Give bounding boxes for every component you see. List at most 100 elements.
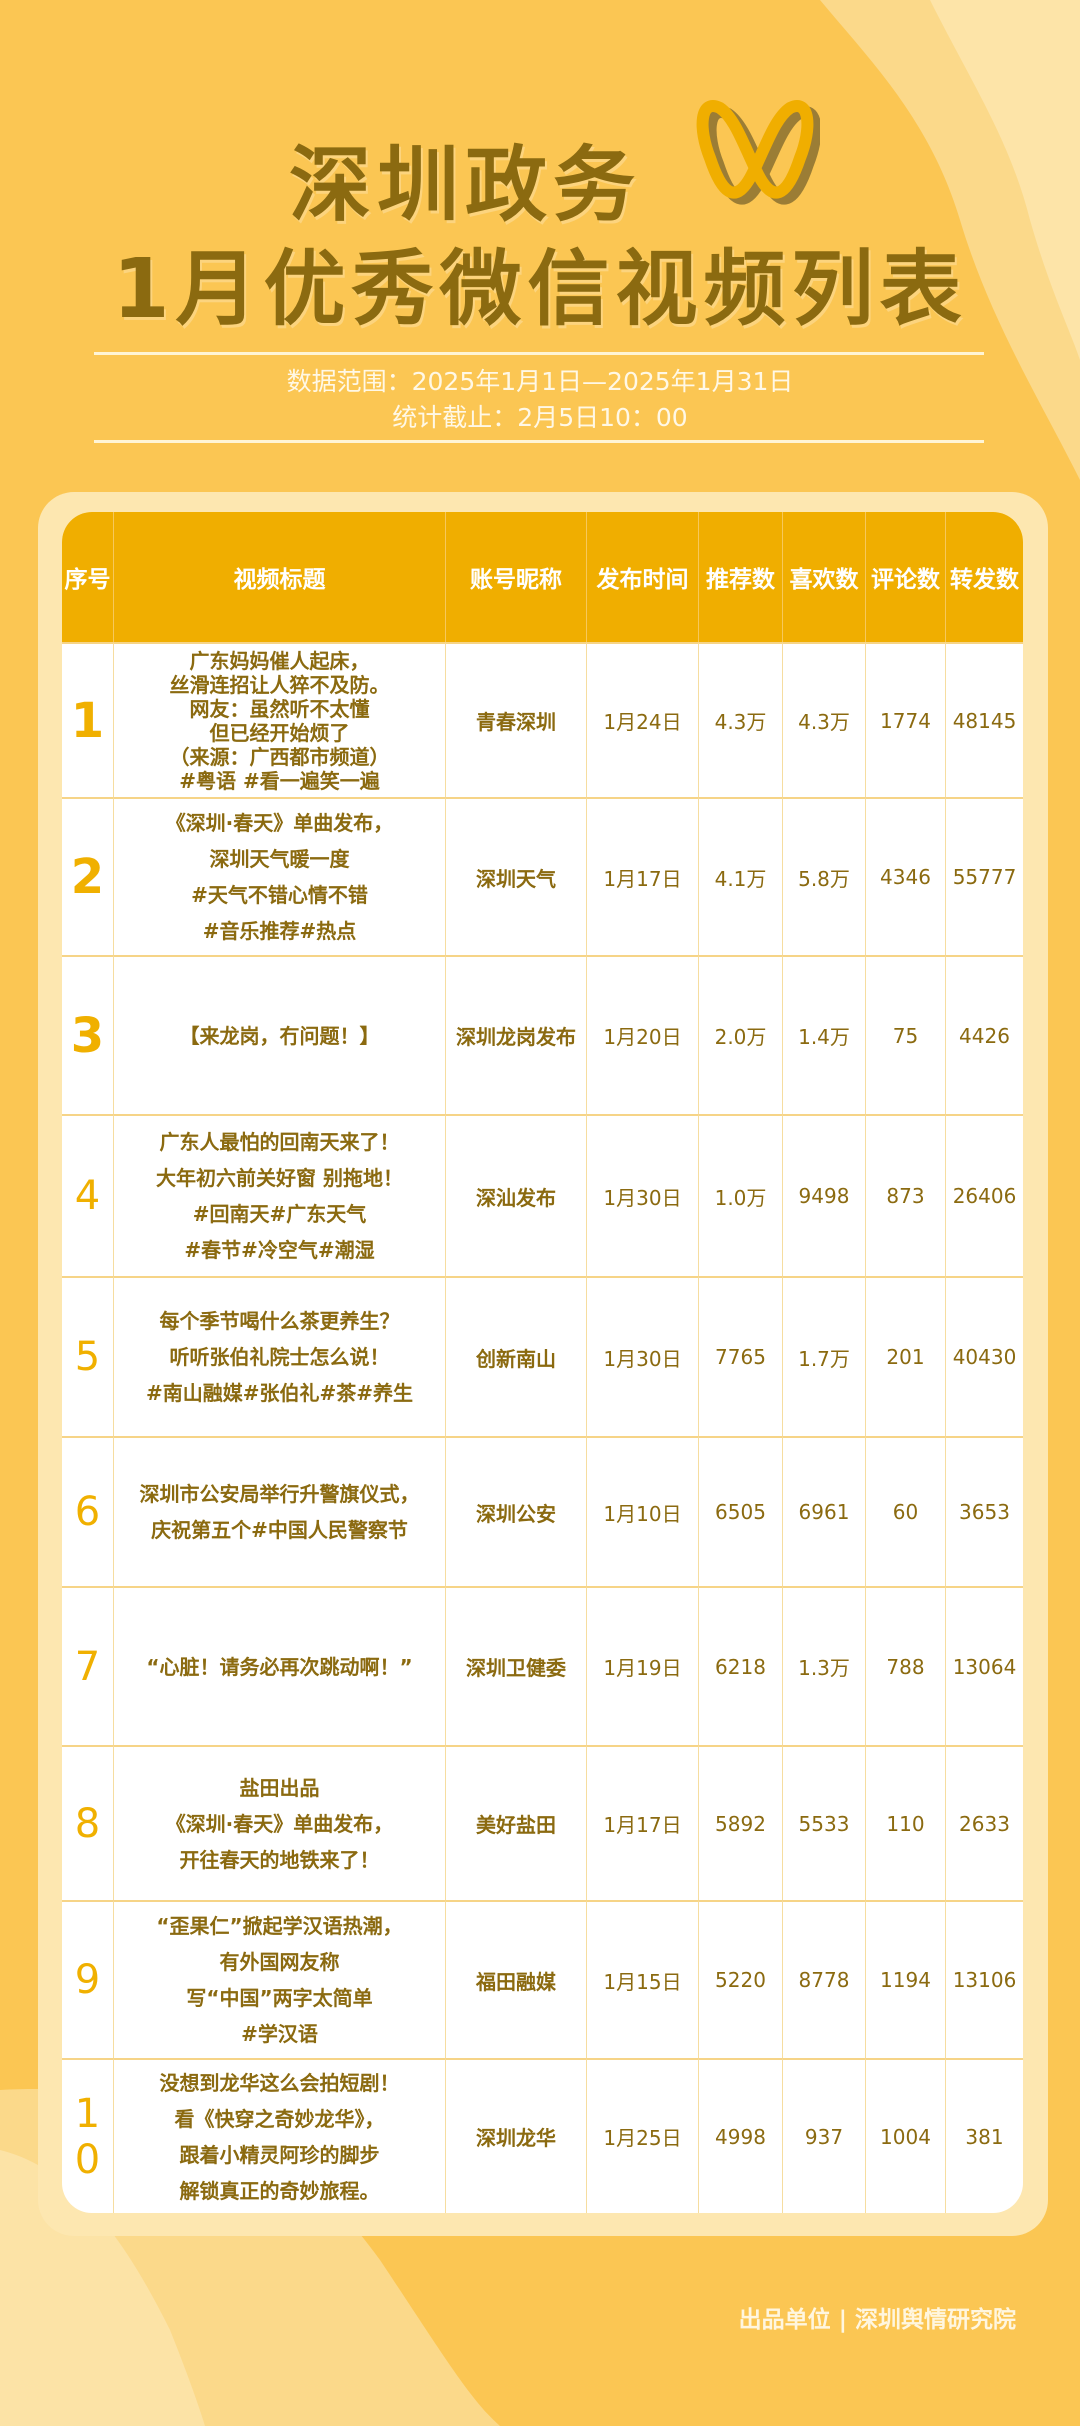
column-header-account: 账号昵称: [446, 512, 587, 642]
cell-shares: 13064: [946, 1586, 1023, 1745]
cell-date: 1月30日: [587, 1276, 699, 1436]
cell-likes: 1.3万: [783, 1586, 866, 1745]
cell-title: 盐田出品 《深圳·春天》单曲发布， 开往春天的地铁来了！: [114, 1745, 446, 1900]
cell-rank: 2: [62, 797, 114, 955]
table-header-row: 序号 视频标题 账号昵称 发布时间 推荐数 喜欢数 评论数 转发数: [62, 512, 1023, 642]
cell-title: “歪果仁”掀起学汉语热潮， 有外国网友称 写“中国”两字太简单 #学汉语: [114, 1900, 446, 2058]
column-header-title: 视频标题: [114, 512, 446, 642]
column-header-rank: 序号: [62, 512, 114, 642]
cell-likes: 5533: [783, 1745, 866, 1900]
cell-date: 1月20日: [587, 955, 699, 1114]
cell-rank: 5: [62, 1276, 114, 1436]
cell-comments: 75: [866, 955, 946, 1114]
cell-recommend: 5892: [699, 1745, 783, 1900]
table-row: 1 广东妈妈催人起床， 丝滑连招让人猝不及防。 网友：虽然听不太懂 但已经开始烦了…: [62, 642, 1023, 797]
cell-likes: 6961: [783, 1436, 866, 1586]
cell-shares: 2633: [946, 1745, 1023, 1900]
cell-recommend: 1.0万: [699, 1114, 783, 1276]
table-row: 5 每个季节喝什么茶更养生？ 听听张伯礼院士怎么说！ #南山融媒#张伯礼#茶#养生…: [62, 1276, 1023, 1436]
cell-recommend: 4998: [699, 2058, 783, 2213]
producer-credit: 出品单位 | 深圳舆情研究院: [738, 2307, 1016, 2333]
cell-rank: 8: [62, 1745, 114, 1900]
cell-account: 深汕发布: [446, 1114, 587, 1276]
cell-title: 《深圳·春天》单曲发布， 深圳天气暖一度 #天气不错心情不错 #音乐推荐#热点: [114, 797, 446, 955]
cell-comments: 1004: [866, 2058, 946, 2213]
cell-likes: 937: [783, 2058, 866, 2213]
table-row: 8 盐田出品 《深圳·春天》单曲发布， 开往春天的地铁来了！ 美好盐田 1月17日 58…: [62, 1745, 1023, 1900]
cell-comments: 60: [866, 1436, 946, 1586]
cell-title: 每个季节喝什么茶更养生？ 听听张伯礼院士怎么说！ #南山融媒#张伯礼#茶#养生: [114, 1276, 446, 1436]
cell-comments: 201: [866, 1276, 946, 1436]
table-row: 4 广东人最怕的回南天来了！ 大年初六前关好窗 别拖地！ #回南天#广东天气 #春…: [62, 1114, 1023, 1276]
cell-likes: 1.7万: [783, 1276, 866, 1436]
cell-shares: 40430: [946, 1276, 1023, 1436]
table-row: 10 没想到龙华这么会拍短剧！ 看《快穿之奇妙龙华》， 跟着小精灵阿珍的脚步 解锁…: [62, 2058, 1023, 2213]
cell-account: 深圳卫健委: [446, 1586, 587, 1745]
cell-account: 深圳龙华: [446, 2058, 587, 2213]
column-header-date: 发布时间: [587, 512, 699, 642]
cell-date: 1月25日: [587, 2058, 699, 2213]
cutoff-time: 统计截止：2月5日10：00: [392, 403, 688, 432]
table-row: 9 “歪果仁”掀起学汉语热潮， 有外国网友称 写“中国”两字太简单 #学汉语 福田融…: [62, 1900, 1023, 2058]
cell-account: 深圳天气: [446, 797, 587, 955]
cell-recommend: 4.3万: [699, 642, 783, 797]
cell-shares: 381: [946, 2058, 1023, 2213]
cell-recommend: 6218: [699, 1586, 783, 1745]
cell-likes: 8778: [783, 1900, 866, 2058]
data-range: 数据范围：2025年1月1日—2025年1月31日: [286, 367, 794, 396]
cell-shares: 26406: [946, 1114, 1023, 1276]
divider: [94, 352, 984, 355]
cell-comments: 873: [866, 1114, 946, 1276]
cell-date: 1月19日: [587, 1586, 699, 1745]
cell-account: 美好盐田: [446, 1745, 587, 1900]
cell-title: 广东妈妈催人起床， 丝滑连招让人猝不及防。 网友：虽然听不太懂 但已经开始烦了 …: [114, 642, 446, 797]
cell-title: 深圳市公安局举行升警旗仪式， 庆祝第五个#中国人民警察节: [114, 1436, 446, 1586]
cell-rank: 3: [62, 955, 114, 1114]
cell-rank: 6: [62, 1436, 114, 1586]
cell-date: 1月17日: [587, 797, 699, 955]
wechat-channels-logo-icon: [696, 100, 820, 205]
cell-account: 深圳龙岗发布: [446, 955, 587, 1114]
table-row: 7 “心脏！请务必再次跳动啊！” 深圳卫健委 1月19日 6218 1.3万 788 1306…: [62, 1586, 1023, 1745]
cell-date: 1月24日: [587, 642, 699, 797]
cell-likes: 5.8万: [783, 797, 866, 955]
column-header-shares: 转发数: [946, 512, 1023, 642]
cell-account: 青春深圳: [446, 642, 587, 797]
cell-shares: 55777: [946, 797, 1023, 955]
divider: [94, 440, 984, 443]
cell-title: 广东人最怕的回南天来了！ 大年初六前关好窗 别拖地！ #回南天#广东天气 #春节…: [114, 1114, 446, 1276]
cell-comments: 4346: [866, 797, 946, 955]
cell-rank: 7: [62, 1586, 114, 1745]
table-row: 6 深圳市公安局举行升警旗仪式， 庆祝第五个#中国人民警察节 深圳公安 1月10日 65…: [62, 1436, 1023, 1586]
cell-shares: 4426: [946, 955, 1023, 1114]
cell-rank: 4: [62, 1114, 114, 1276]
cell-recommend: 4.1万: [699, 797, 783, 955]
table-row: 2 《深圳·春天》单曲发布， 深圳天气暖一度 #天气不错心情不错 #音乐推荐#热点…: [62, 797, 1023, 955]
cell-likes: 9498: [783, 1114, 866, 1276]
cell-account: 福田融媒: [446, 1900, 587, 2058]
cell-shares: 13106: [946, 1900, 1023, 2058]
cell-date: 1月30日: [587, 1114, 699, 1276]
page-title-line1: 深圳政务: [288, 138, 641, 233]
cell-title: 没想到龙华这么会拍短剧！ 看《快穿之奇妙龙华》， 跟着小精灵阿珍的脚步 解锁真正…: [114, 2058, 446, 2213]
cell-recommend: 6505: [699, 1436, 783, 1586]
cell-recommend: 2.0万: [699, 955, 783, 1114]
cell-shares: 48145: [946, 642, 1023, 797]
cell-likes: 4.3万: [783, 642, 866, 797]
cell-comments: 110: [866, 1745, 946, 1900]
cell-rank: 9: [62, 1900, 114, 2058]
video-ranking-table: 序号 视频标题 账号昵称 发布时间 推荐数 喜欢数 评论数 转发数 1 广东妈妈催人起床， 丝滑…: [62, 512, 1023, 2213]
cell-shares: 3653: [946, 1436, 1023, 1586]
cell-comments: 1774: [866, 642, 946, 797]
cell-rank: 1: [62, 642, 114, 797]
cell-comments: 788: [866, 1586, 946, 1745]
cell-likes: 1.4万: [783, 955, 866, 1114]
cell-date: 1月15日: [587, 1900, 699, 2058]
table-row: 3 【来龙岗，冇问题！】 深圳龙岗发布 1月20日 2.0万 1.4万 75 4426: [62, 955, 1023, 1114]
cell-title: 【来龙岗，冇问题！】: [114, 955, 446, 1114]
cell-date: 1月17日: [587, 1745, 699, 1900]
cell-account: 创新南山: [446, 1276, 587, 1436]
column-header-recommend: 推荐数: [699, 512, 783, 642]
cell-title: “心脏！请务必再次跳动啊！”: [114, 1586, 446, 1745]
cell-date: 1月10日: [587, 1436, 699, 1586]
